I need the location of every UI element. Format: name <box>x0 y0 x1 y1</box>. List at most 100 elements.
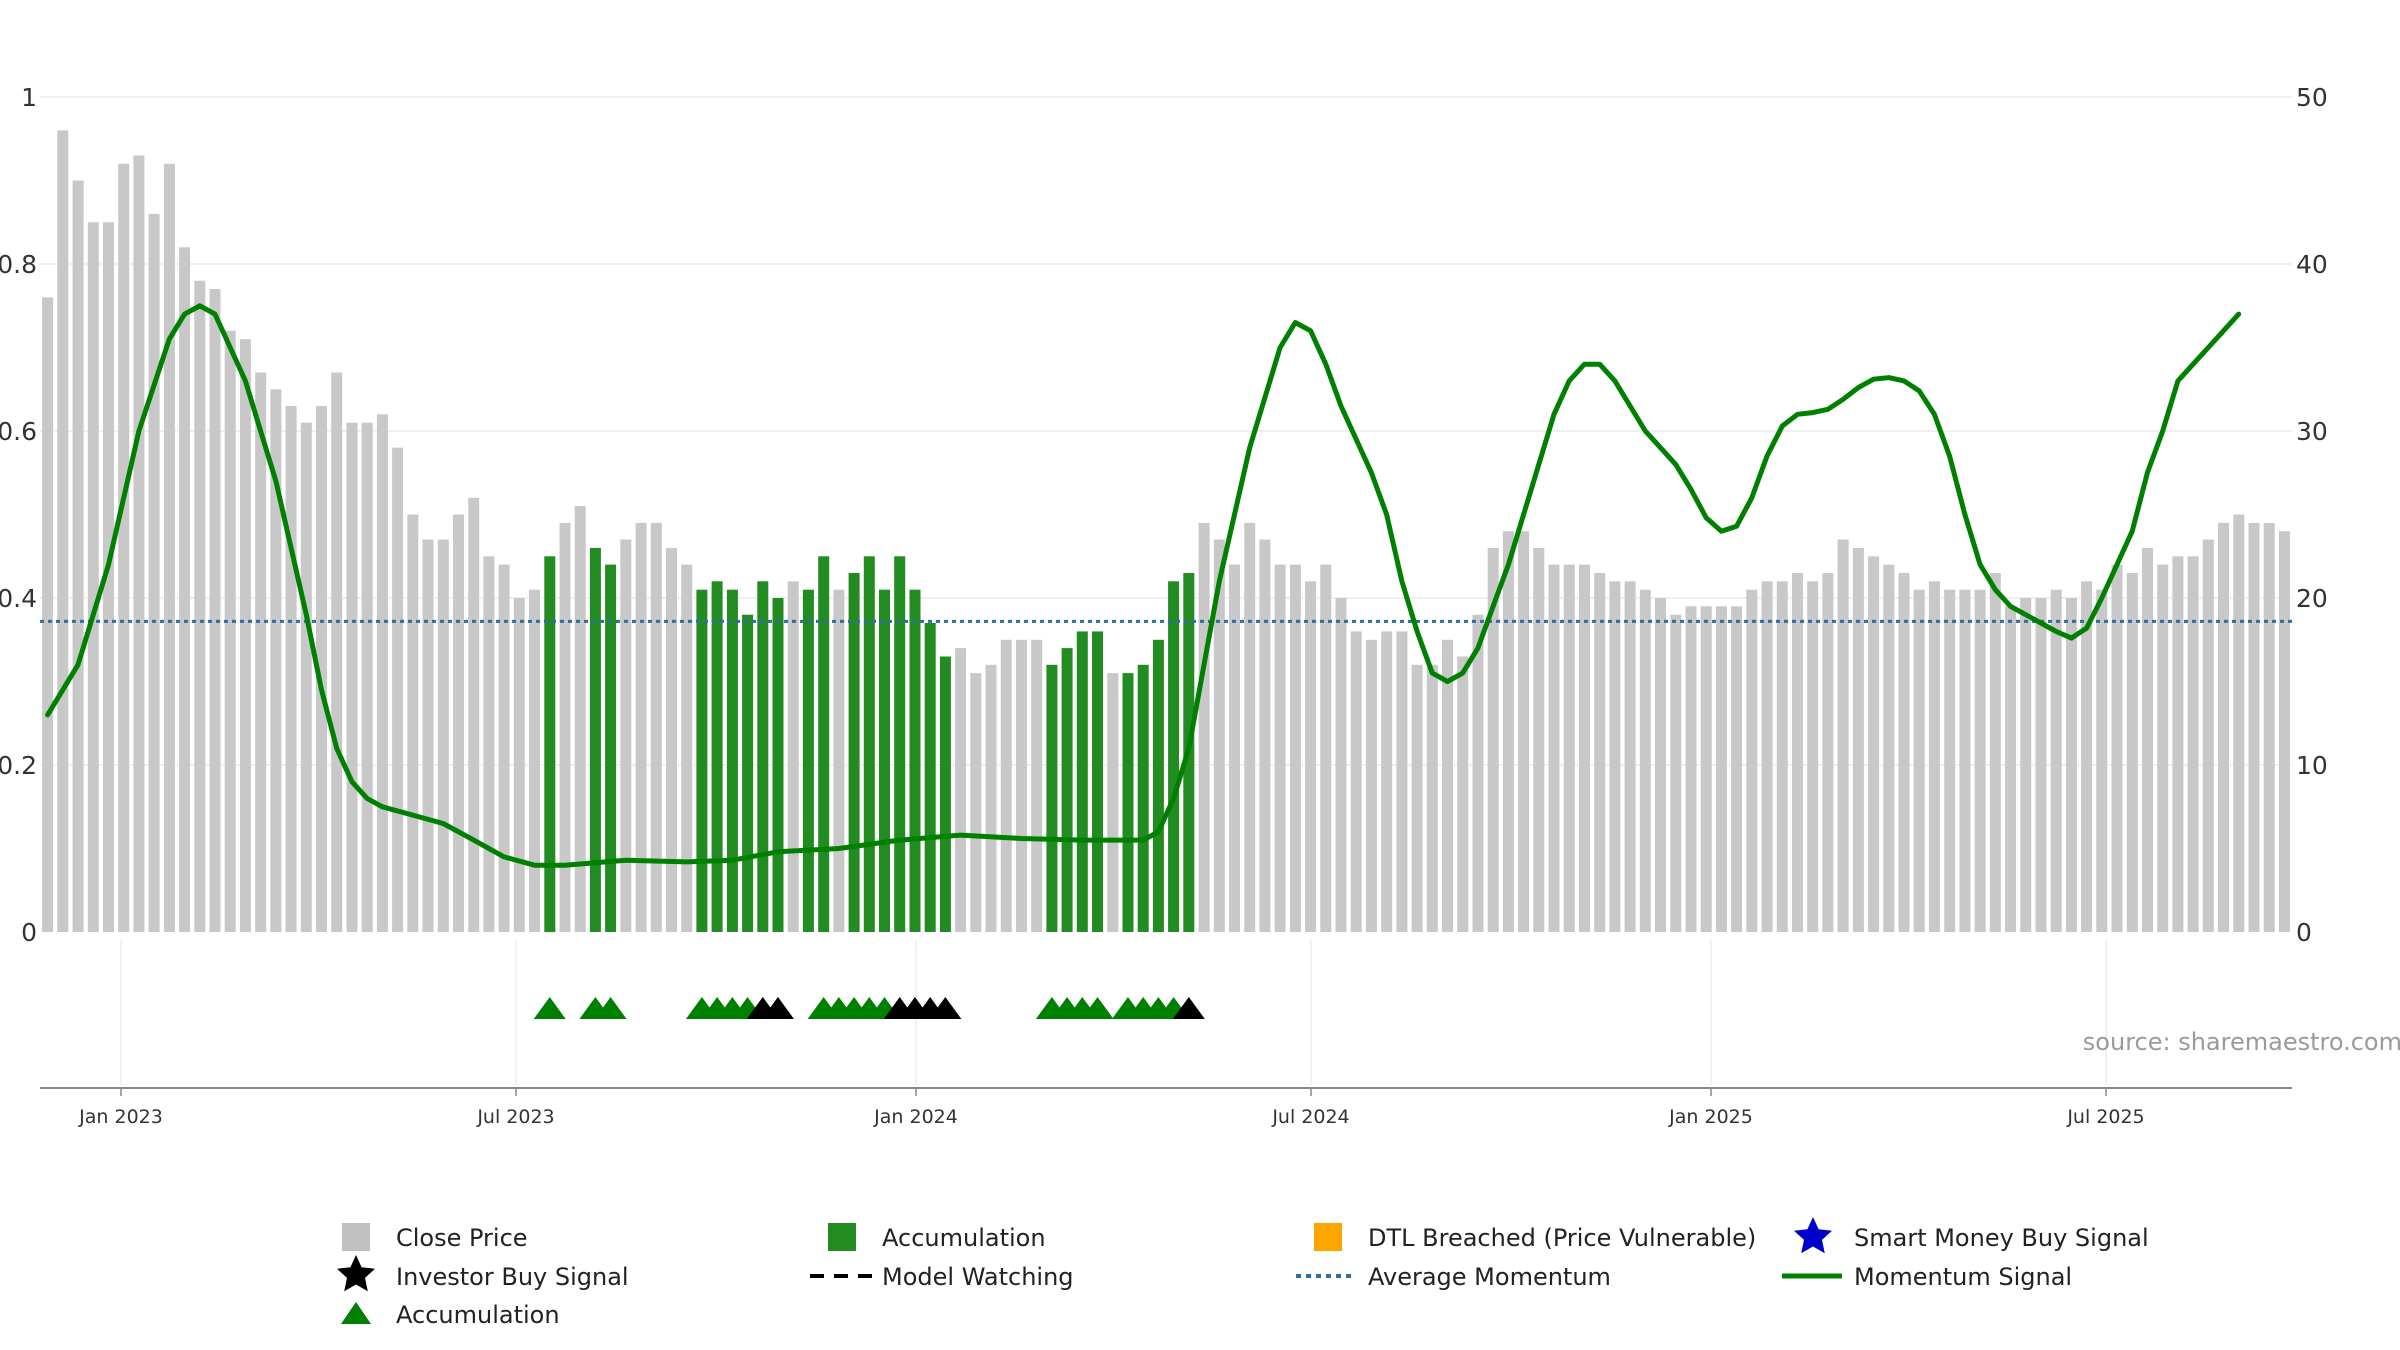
close-price-bar <box>1837 539 1849 932</box>
close-price-bar <box>148 213 160 932</box>
investor-buy-triangle-marker <box>761 997 794 1019</box>
close-price-bar <box>2005 606 2016 932</box>
close-price-bar <box>1335 598 1347 932</box>
close-price-bar <box>1670 614 1682 932</box>
momentum-signal-line-group <box>45 303 2242 868</box>
close-price-bar <box>1411 664 1423 932</box>
accumulation-bar <box>818 556 830 933</box>
close-price-bar <box>1457 656 1469 932</box>
x-axis-ticks: Jan 2023 Jul 2023 Jan 2024 Jul 2024 Jan 2025… <box>78 1088 2145 1128</box>
close-price-bar <box>2233 514 2245 932</box>
accumulation-bar <box>605 564 617 932</box>
close-price-bar <box>1898 573 1910 932</box>
close-price-bar <box>666 547 677 932</box>
left-y-axis-ticks: 0 0.2 0.4 0.6 0.8 1 <box>0 83 37 947</box>
close-price-bar <box>1381 631 1393 932</box>
right-y-tick-label: 20 <box>2296 584 2328 613</box>
close-price-bar <box>650 522 662 932</box>
close-price-bar <box>2111 564 2123 932</box>
legend-model-watching-label: Model Watching <box>882 1263 1074 1291</box>
accumulation-bar <box>1168 581 1180 932</box>
signal-markers <box>533 997 1205 1019</box>
close-price-bar <box>1548 564 1560 932</box>
accumulation-bar <box>757 581 769 932</box>
close-price-bar <box>2172 556 2184 933</box>
close-price-bar <box>2096 589 2108 932</box>
close-price-bar <box>1031 639 1043 933</box>
close-price-bar <box>1639 589 1651 932</box>
accumulation-bar <box>772 598 784 932</box>
close-price-bar <box>985 664 997 932</box>
close-price-bar <box>1792 573 1803 932</box>
close-price-bar <box>1959 589 1971 932</box>
accumulation-bar <box>1061 648 1073 932</box>
close-price-bar <box>1000 639 1012 933</box>
accumulation-bar <box>802 589 814 932</box>
legend-momentum-signal-label: Momentum Signal <box>1854 1263 2072 1291</box>
close-price-bar <box>1016 639 1027 933</box>
close-price-bar <box>2187 556 2199 933</box>
accumulation-bar <box>924 623 936 932</box>
close-price-bar <box>331 372 343 932</box>
accumulation-bar <box>909 589 921 932</box>
left-y-tick-label: 0.8 <box>0 250 37 279</box>
close-price-bar <box>1502 531 1514 932</box>
left-y-tick-label: 0.6 <box>0 417 37 446</box>
close-price-bar <box>224 330 236 932</box>
x-tick-label: Jul 2024 <box>1271 1106 1349 1128</box>
left-y-tick-label: 1 <box>21 83 37 112</box>
x-tick-label: Jan 2025 <box>1668 1106 1753 1128</box>
close-price-bar <box>1594 573 1606 932</box>
legend-accumulation-bar-label: Accumulation <box>882 1224 1046 1252</box>
close-price-bar <box>1822 573 1834 932</box>
accumulation-triangle-marker <box>1081 997 1114 1019</box>
x-tick-label: Jul 2023 <box>476 1106 554 1128</box>
close-price-bar <box>453 514 464 932</box>
close-price-bar <box>1350 631 1362 932</box>
left-y-tick-label: 0.4 <box>0 584 37 613</box>
legend-close-price-label: Close Price <box>396 1224 528 1252</box>
close-price-bar <box>498 564 510 932</box>
legend-investor-buy-star-icon <box>337 1255 375 1292</box>
close-price-bar <box>2081 581 2093 932</box>
close-price-bar <box>1198 522 1210 932</box>
right-y-tick-label: 50 <box>2296 83 2328 112</box>
close-price-bar <box>1244 522 1256 932</box>
legend-accumulation-bar-swatch <box>828 1223 856 1251</box>
accumulation-bar <box>726 589 738 932</box>
close-price-bar <box>1715 606 1727 932</box>
source-note: source: sharemaestro.com <box>2083 1028 2400 1056</box>
close-price-bar <box>422 539 434 932</box>
accumulation-bar <box>544 556 556 933</box>
close-price-bar <box>1700 606 1712 932</box>
accumulation-triangle-marker <box>594 997 627 1019</box>
accumulation-bar <box>894 556 906 933</box>
close-price-bar <box>1609 581 1621 932</box>
close-price-bar <box>1852 547 1864 932</box>
close-price-bar <box>2278 531 2290 932</box>
close-price-bar <box>209 289 221 932</box>
legend-average-momentum-label: Average Momentum <box>1368 1263 1611 1291</box>
close-price-bar <box>1685 606 1697 932</box>
close-price-bar <box>407 514 419 932</box>
close-price-bar <box>1487 547 1499 932</box>
close-price-bar <box>1944 589 1956 932</box>
close-price-bar <box>392 447 404 932</box>
axes: 0 0.2 0.4 0.6 0.8 1 0 10 20 30 40 50 Jan 2023 Jul 2… <box>0 83 2328 1128</box>
close-price-bar <box>300 422 312 932</box>
close-price-bar <box>437 539 449 932</box>
close-price-bar <box>179 247 191 933</box>
close-price-bar <box>1655 598 1666 932</box>
close-price-bar <box>1746 589 1758 932</box>
close-price-bar <box>468 497 480 932</box>
close-price-bar <box>1761 581 1773 932</box>
close-price-bar <box>1442 639 1453 933</box>
close-price-bar <box>1107 673 1119 932</box>
close-price-bar <box>1472 614 1484 932</box>
close-price-bar <box>1518 531 1530 932</box>
right-y-tick-label: 40 <box>2296 250 2328 279</box>
close-price-bar <box>635 522 647 932</box>
close-price-bar <box>87 222 99 933</box>
legend-accumulation-marker-label: Accumulation <box>396 1301 560 1329</box>
